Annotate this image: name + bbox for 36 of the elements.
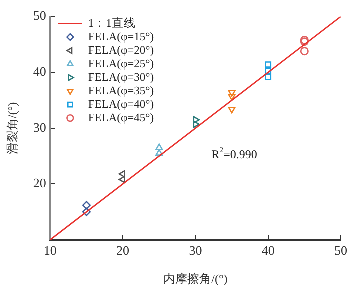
point: [193, 120, 200, 128]
point: [300, 36, 309, 44]
point: [265, 68, 272, 74]
x-tick-label: 10: [44, 243, 57, 258]
point: [228, 90, 236, 97]
legend-label: FELA(φ=30°): [88, 72, 154, 84]
point: [156, 149, 164, 156]
point: [300, 47, 309, 56]
point: [265, 74, 272, 80]
x-axis-title: 内摩擦角/(°): [164, 272, 228, 286]
point: [193, 116, 200, 124]
y-tick-label: 20: [33, 176, 46, 191]
y-tick-label: 40: [33, 64, 46, 80]
x-tick-label: 30: [189, 243, 202, 258]
point: [300, 38, 309, 46]
y-tick-label: 50: [33, 8, 46, 24]
x-tick-label: 50: [334, 243, 348, 258]
point: [228, 106, 236, 114]
legend-label: FELA(φ=35°): [88, 85, 154, 98]
legend-label: FELA(φ=25°): [88, 58, 154, 70]
x-tick-label: 20: [116, 243, 130, 258]
point: [156, 144, 164, 150]
point: [228, 94, 236, 101]
y-tick-label: 30: [33, 120, 46, 135]
point: [118, 176, 126, 184]
point: [118, 170, 126, 178]
point: [265, 62, 272, 68]
legend-label: 1：1直线: [88, 16, 136, 30]
legend-label: FELA(φ=15°): [88, 31, 154, 44]
point: [82, 201, 91, 210]
y-axis-title: 滑裂角/(°): [5, 102, 20, 154]
legend-label: FELA(φ=40°): [88, 98, 154, 111]
point: [82, 208, 91, 216]
x-tick-label: 40: [262, 243, 275, 258]
legend-label: FELA(φ=20°): [88, 44, 154, 57]
legend-label: FELA(φ=45°): [88, 112, 154, 124]
